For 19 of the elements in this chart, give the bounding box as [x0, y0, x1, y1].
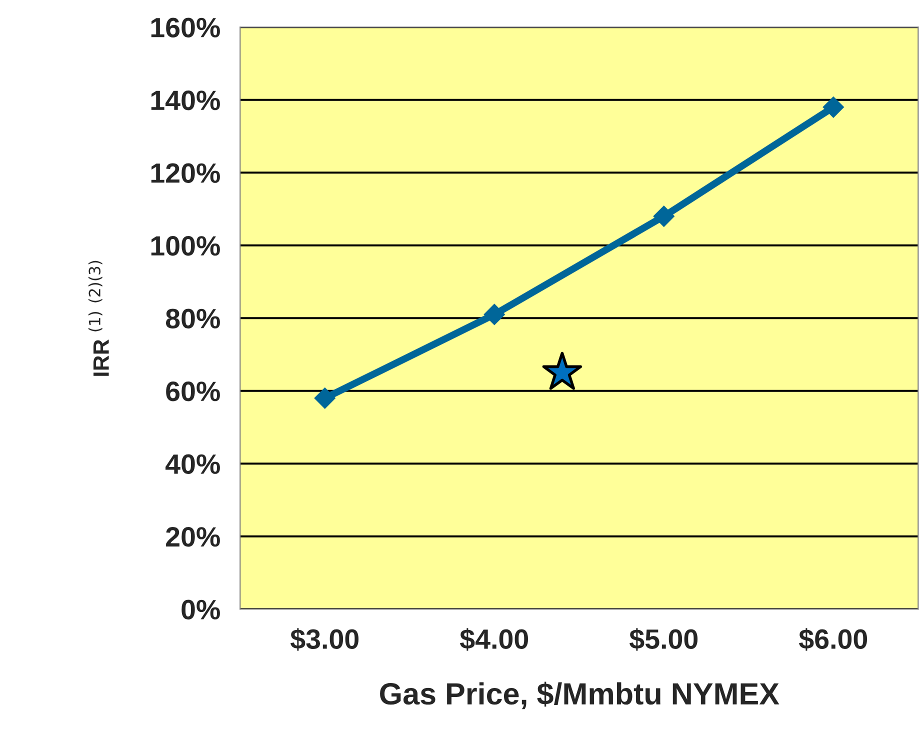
y-tick-label: 0%	[182, 600, 220, 620]
y-tick-label: 40%	[166, 454, 220, 474]
x-tick-label: $5.00	[630, 628, 698, 651]
x-axis-title: Gas Price, $/Mmbtu NYMEX	[380, 682, 780, 710]
y-tick-label: 80%	[166, 308, 220, 328]
y-tick-label: 160%	[151, 18, 220, 38]
y-tick-label: 100%	[151, 236, 220, 256]
point	[822, 96, 844, 118]
y-tick-label: 120%	[151, 163, 220, 183]
point	[484, 304, 505, 325]
point	[314, 388, 336, 409]
y-axis-title: IRR $^{(1) (2)(3)}$	[88, 260, 109, 376]
x-tick-label: $6.00	[799, 628, 868, 651]
point	[653, 206, 674, 227]
x-tick-label: $3.00	[290, 628, 358, 651]
x-tick-label: $4.00	[460, 628, 528, 651]
y-tick-label: 20%	[166, 527, 220, 547]
y-tick-label: 140%	[151, 90, 220, 110]
y-tick-label: 60%	[166, 382, 220, 402]
